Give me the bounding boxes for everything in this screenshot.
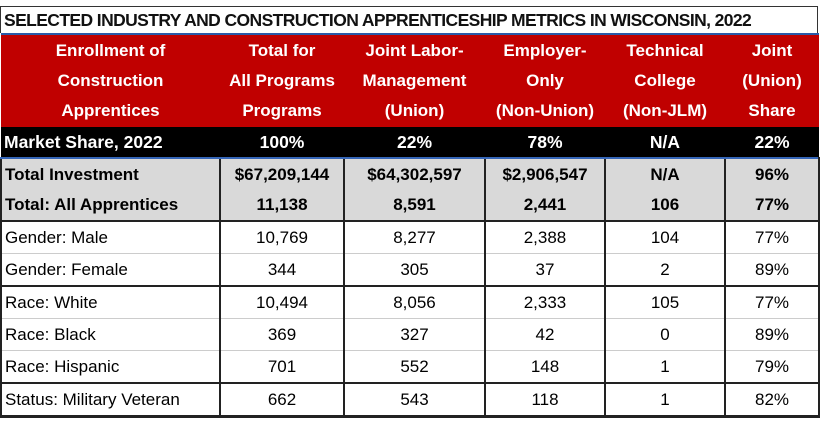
cell: 104 bbox=[604, 220, 725, 254]
header-line: Only bbox=[526, 71, 564, 90]
cell: 1 bbox=[604, 350, 725, 383]
cell: 8,591 bbox=[343, 190, 485, 221]
header-line: Technical bbox=[626, 41, 704, 60]
header-line: (Union) bbox=[742, 71, 802, 90]
total-investment-row: Total Investment $67,209,144 $64,302,597… bbox=[0, 157, 820, 190]
cell: $67,209,144 bbox=[219, 157, 344, 190]
cell: 327 bbox=[343, 318, 485, 351]
row-label: Race: Hispanic bbox=[0, 350, 220, 383]
cell: 2 bbox=[604, 253, 725, 286]
cell: 11,138 bbox=[219, 190, 344, 221]
cell: 78% bbox=[485, 127, 605, 158]
header-line: (Non-JLM) bbox=[622, 101, 708, 120]
table-title: SELECTED INDUSTRY AND CONSTRUCTION APPRE… bbox=[0, 6, 818, 33]
cell: 100% bbox=[220, 127, 344, 158]
cell: 22% bbox=[344, 127, 485, 158]
cell: 543 bbox=[343, 382, 485, 418]
row-label: Gender: Female bbox=[0, 253, 220, 286]
row-label: Race: White bbox=[0, 285, 220, 319]
cell: 96% bbox=[724, 157, 820, 190]
cell: 662 bbox=[219, 382, 344, 418]
table-row: Status: Military Veteran 662 543 118 1 8… bbox=[0, 382, 820, 418]
cell: 105 bbox=[604, 285, 725, 319]
header-line: Programs bbox=[242, 101, 322, 120]
header-line: Construction bbox=[57, 71, 164, 90]
header-employer-only: Employer- Only (Non-Union) bbox=[485, 34, 605, 127]
cell: 42 bbox=[484, 318, 605, 351]
header-line: All Programs bbox=[229, 71, 335, 90]
cell: 77% bbox=[724, 220, 820, 254]
header-row: Enrollment of Construction Apprentices Tot… bbox=[1, 34, 819, 127]
header-technical-college: Technical College (Non-JLM) bbox=[605, 34, 725, 127]
cell: 118 bbox=[484, 382, 605, 418]
cell: 2,441 bbox=[484, 190, 605, 221]
cell: 79% bbox=[724, 350, 820, 383]
table-row: Gender: Male 10,769 8,277 2,388 104 77% bbox=[0, 220, 820, 254]
header-enrollment: Enrollment of Construction Apprentices bbox=[1, 34, 220, 127]
cell: 82% bbox=[724, 382, 820, 418]
table-row: Gender: Female 344 305 37 2 89% bbox=[0, 253, 820, 286]
cell: $64,302,597 bbox=[343, 157, 485, 190]
cell: 552 bbox=[343, 350, 485, 383]
row-label: Total Investment bbox=[0, 157, 220, 190]
cell: 106 bbox=[604, 190, 725, 221]
header-total: Total for All Programs Programs bbox=[220, 34, 344, 127]
row-label: Total: All Apprentices bbox=[0, 190, 220, 221]
header-joint-labor: Joint Labor- Management (Union) bbox=[344, 34, 485, 127]
cell: 2,333 bbox=[484, 285, 605, 319]
cell: 148 bbox=[484, 350, 605, 383]
header-line: (Union) bbox=[384, 101, 445, 120]
header-line: Enrollment of bbox=[55, 41, 166, 60]
cell: 369 bbox=[219, 318, 344, 351]
total-apprentices-row: Total: All Apprentices 11,138 8,591 2,44… bbox=[0, 190, 820, 221]
cell: 701 bbox=[219, 350, 344, 383]
cell: $2,906,547 bbox=[484, 157, 605, 190]
cell: N/A bbox=[605, 127, 725, 158]
cell: 8,056 bbox=[343, 285, 485, 319]
header-line: Total for bbox=[248, 41, 316, 60]
cell: 305 bbox=[343, 253, 485, 286]
cell: N/A bbox=[604, 157, 725, 190]
header-line: Share bbox=[748, 101, 796, 120]
cell: 8,277 bbox=[343, 220, 485, 254]
market-share-row: Market Share, 2022 100% 22% 78% N/A 22% bbox=[1, 127, 819, 158]
row-label: Market Share, 2022 bbox=[1, 127, 220, 158]
header-line: (Non-Union) bbox=[495, 101, 595, 120]
table-row: Race: White 10,494 8,056 2,333 105 77% bbox=[0, 285, 820, 319]
row-label: Status: Military Veteran bbox=[0, 382, 220, 418]
cell: 89% bbox=[724, 253, 820, 286]
cell: 89% bbox=[724, 318, 820, 351]
header-line: Management bbox=[362, 71, 467, 90]
cell: 10,494 bbox=[219, 285, 344, 319]
header-line: Joint Labor- bbox=[365, 41, 464, 60]
row-label: Gender: Male bbox=[0, 220, 220, 254]
cell: 344 bbox=[219, 253, 344, 286]
header-line: College bbox=[634, 71, 696, 90]
header-line: Joint bbox=[751, 41, 793, 60]
metrics-table: Enrollment of Construction Apprentices Tot… bbox=[0, 33, 820, 418]
cell: 1 bbox=[604, 382, 725, 418]
cell: 22% bbox=[725, 127, 819, 158]
row-label: Race: Black bbox=[0, 318, 220, 351]
header-union-share: Joint (Union) Share bbox=[725, 34, 819, 127]
header-line: Apprentices bbox=[61, 101, 160, 120]
cell: 0 bbox=[604, 318, 725, 351]
cell: 77% bbox=[724, 285, 820, 319]
cell: 10,769 bbox=[219, 220, 344, 254]
cell: 77% bbox=[724, 190, 820, 221]
header-line: Employer- bbox=[503, 41, 587, 60]
cell: 37 bbox=[484, 253, 605, 286]
cell: 2,388 bbox=[484, 220, 605, 254]
table-row: Race: Hispanic 701 552 148 1 79% bbox=[0, 350, 820, 383]
table-row: Race: Black 369 327 42 0 89% bbox=[0, 318, 820, 351]
